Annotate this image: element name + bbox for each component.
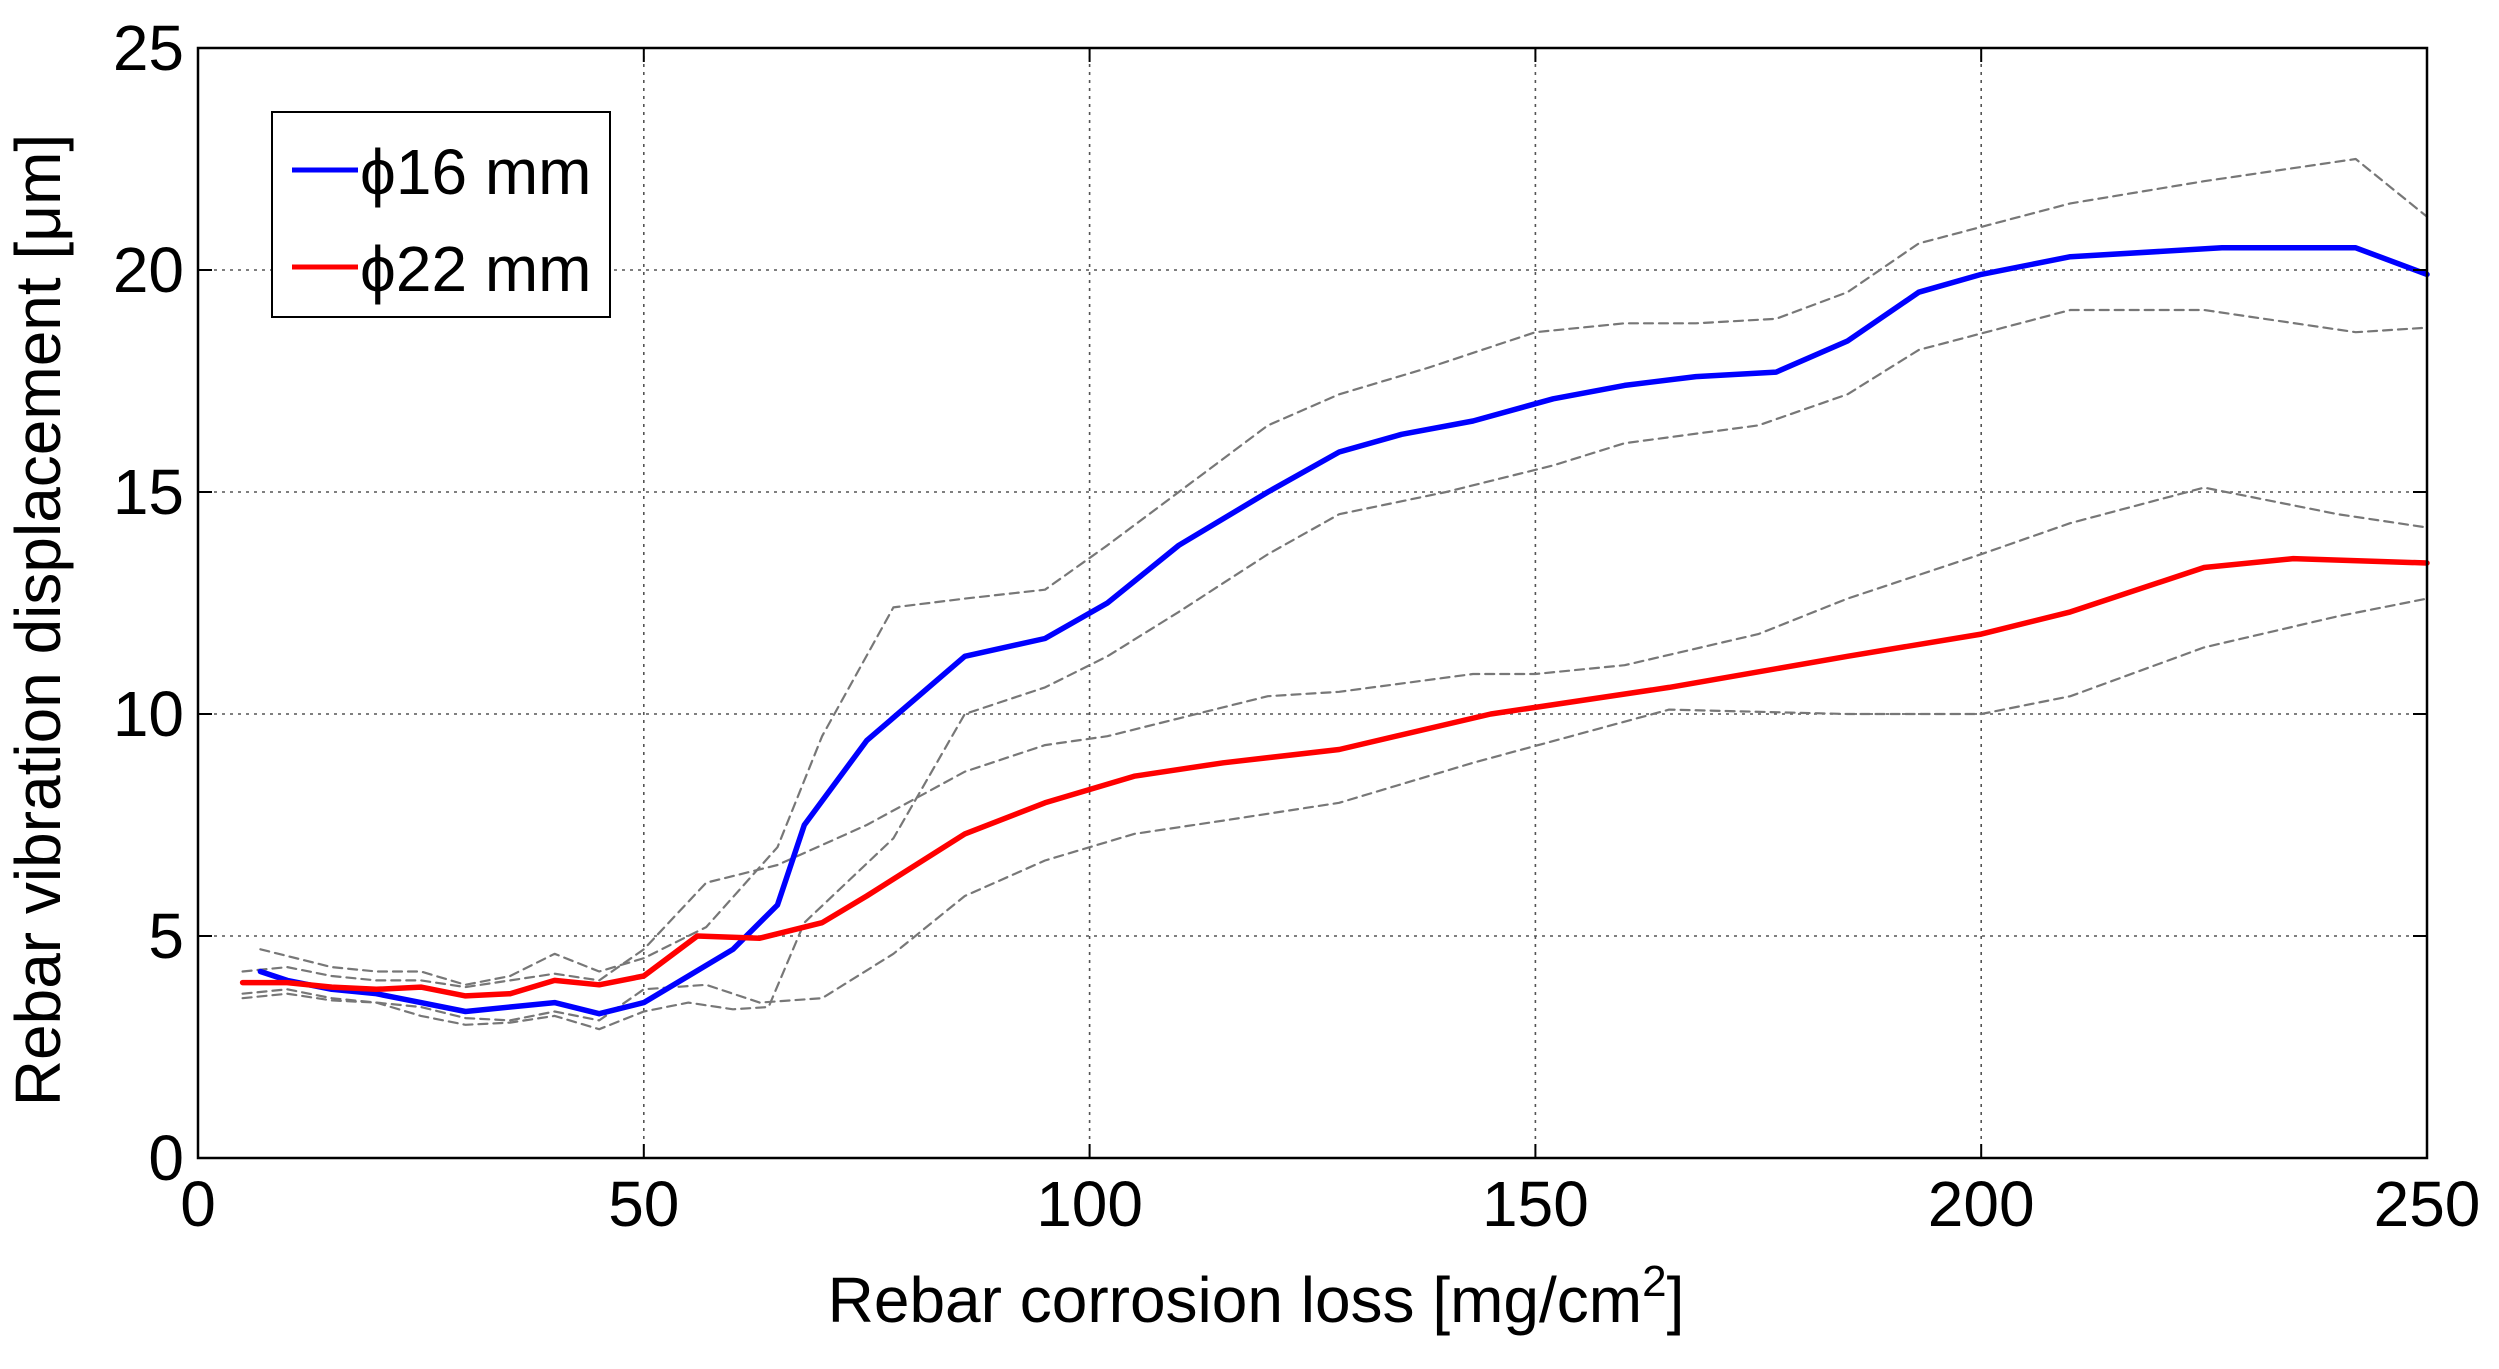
- y-tick-label: 10: [113, 678, 184, 750]
- y-axis-label: Rebar vibration displacement [μm]: [2, 134, 74, 1106]
- x-tick-label: 0: [180, 1168, 216, 1240]
- legend-label-phi22: ϕ22 mm: [360, 233, 591, 305]
- y-tick-label: 5: [148, 900, 184, 972]
- plot-frame: [196, 46, 2429, 1160]
- axis-ticks: 0 50 100 150 200 250 0 5 10 15 20 25: [113, 12, 2481, 1240]
- x-axis-label: Rebar corrosion loss [mg/cm2]: [828, 1257, 1685, 1336]
- x-axis-label-suffix: ]: [1667, 1264, 1685, 1336]
- x-axis-label-superscript: 2: [1642, 1257, 1666, 1306]
- series-line-16-mm-lower-bound: [241, 308, 2429, 1031]
- x-tick-label: 50: [608, 1168, 679, 1240]
- series-line-16-mm: [257, 245, 2430, 1017]
- series-lines: [239, 157, 2430, 1031]
- series-line-22-mm: [239, 555, 2430, 999]
- y-tick-label: 15: [113, 456, 184, 528]
- y-tick-label: 25: [113, 12, 184, 84]
- x-tick-label: 100: [1036, 1168, 1143, 1240]
- legend-box: [271, 111, 611, 318]
- series-line-16-mm-upper-bound: [259, 157, 2429, 986]
- y-tick-label: 20: [113, 234, 184, 306]
- y-tick-label: 0: [148, 1122, 184, 1194]
- x-tick-label: 250: [2374, 1168, 2481, 1240]
- series-line-22-mm-upper-bound: [241, 486, 2429, 989]
- legend-label-phi16: ϕ16 mm: [360, 136, 591, 208]
- series-line-22-mm-lower-bound: [241, 597, 2429, 1022]
- x-tick-label: 150: [1482, 1168, 1589, 1240]
- x-tick-label: 200: [1928, 1168, 2035, 1240]
- legend: ϕ16 mm ϕ22 mm: [271, 111, 611, 318]
- grid: [198, 48, 2427, 1158]
